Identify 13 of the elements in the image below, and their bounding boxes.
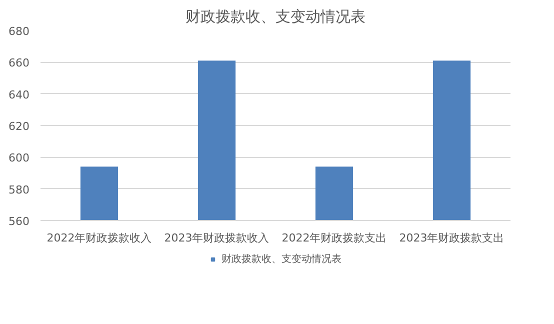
y-tick-label: 600: [8, 152, 30, 165]
x-tick-label: 2023年财政拨款支出: [399, 232, 504, 244]
y-tick-label: 560: [8, 215, 30, 228]
legend-label: 财政拨款收、支变动情况表: [222, 252, 342, 266]
x-tick-label: 2022年财政拨款支出: [282, 232, 387, 244]
y-tick-label: 620: [8, 120, 30, 133]
chart-title: 财政拨款收、支变动情况表: [186, 8, 366, 26]
y-tick-label: 640: [8, 88, 30, 102]
y-tick-label: 660: [8, 56, 30, 70]
y-tick-label: 680: [8, 25, 30, 38]
x-tick-label: 2022年财政拨款收入: [46, 232, 152, 244]
y-tick-label: 580: [8, 183, 30, 196]
x-tick-label: 2023年财政拨款收入: [164, 232, 270, 244]
